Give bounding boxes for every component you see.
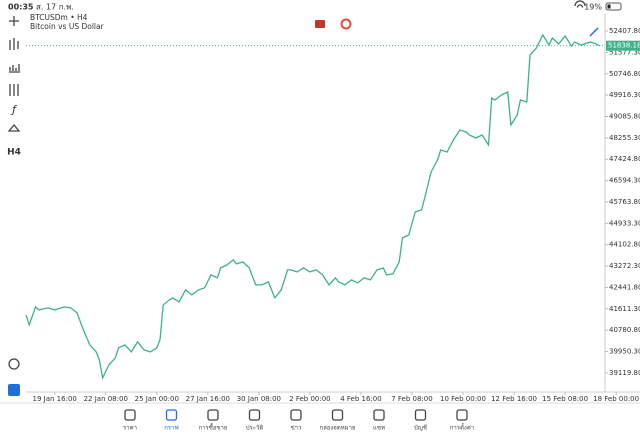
app-icon[interactable] (8, 384, 20, 396)
tab-label[interactable]: ราคา (123, 425, 137, 432)
x-tick-label: 7 Feb 08:00 (391, 395, 432, 403)
y-tick-label: 39119.80 (609, 369, 640, 377)
x-tick-label: 4 Feb 16:00 (340, 395, 381, 403)
x-tick-label: 15 Feb 08:00 (542, 395, 588, 403)
y-tick-label: 43272.30 (609, 262, 640, 270)
y-tick-label: 46594.30 (609, 177, 640, 185)
y-tick-label: 49916.30 (609, 91, 640, 99)
current-price-label: 51838.18 (608, 42, 640, 50)
tab-icon[interactable] (414, 409, 427, 421)
x-tick-label: 22 Jan 08:00 (84, 395, 128, 403)
tab-label[interactable]: กราฟ (164, 425, 178, 432)
tab-icon[interactable] (290, 409, 302, 421)
x-tick-label: 12 Feb 16:00 (491, 395, 537, 403)
tab-label[interactable]: กล่องจดหมาย (319, 425, 355, 432)
x-tick-label: 18 Feb 00:00 (593, 395, 639, 403)
y-tick-label: 49085.80 (609, 113, 640, 121)
tab-icon[interactable] (331, 409, 344, 421)
status-battery: 19% (584, 3, 602, 12)
crosshair-tool[interactable] (9, 16, 19, 26)
y-tick-label: 44102.80 (609, 241, 640, 249)
x-tick-label: 10 Feb 00:00 (440, 395, 486, 403)
current-price-box (606, 40, 640, 51)
y-tick-label: 41611.30 (609, 305, 640, 313)
x-tick-label: 27 Jan 16:00 (186, 395, 230, 403)
tab-label[interactable]: การตั้งค่า (450, 422, 474, 432)
y-tick-label: 51577.30 (609, 48, 640, 56)
status-date: ส. 17 ก.พ. (36, 3, 74, 12)
x-tick-label: 25 Jan 00:00 (135, 395, 179, 403)
battery-icon (605, 2, 622, 11)
objects-tool[interactable] (7, 123, 21, 132)
indicators-tool[interactable] (9, 64, 20, 73)
toolbar[interactable]: ƒ H4 (7, 16, 21, 396)
tab-icon[interactable] (373, 409, 385, 421)
y-tick-label: 47424.80 (609, 155, 640, 163)
price-line (25, 33, 601, 380)
wifi-icon (574, 0, 586, 8)
x-tick-label: 19 Jan 16:00 (33, 395, 77, 403)
y-tick-label: 48255.30 (609, 134, 640, 142)
function-tool[interactable]: ƒ (10, 103, 18, 116)
tab-icon[interactable] (207, 409, 219, 421)
y-tick-label: 44933.30 (609, 219, 640, 227)
tab-icon[interactable] (124, 409, 136, 421)
y-tick-label: 39950.30 (609, 348, 640, 356)
tab-label[interactable]: การซื้อขาย (199, 422, 228, 432)
y-tick-label: 42441.80 (609, 283, 640, 291)
x-tick-label: 2 Feb 00:00 (289, 395, 330, 403)
buy-button[interactable] (340, 18, 352, 30)
tab-icon[interactable] (248, 409, 261, 421)
chart-type-tool[interactable] (9, 38, 19, 50)
y-tick-label: 50746.80 (609, 70, 640, 78)
zoom-tool[interactable] (8, 358, 20, 370)
timeframe-button[interactable]: H4 (7, 148, 21, 158)
tab-label[interactable]: ประวัติ (246, 425, 264, 432)
symbol-label: BTCUSDm • H4 (30, 13, 88, 22)
symbol-description: Bitcoin vs US Dollar (30, 22, 105, 31)
tab-label[interactable]: ข่าว (291, 425, 302, 432)
tab-icon[interactable] (165, 409, 178, 421)
draw-tool[interactable] (589, 27, 599, 37)
tab-label[interactable]: แชท (373, 425, 385, 432)
y-tick-label: 45763.80 (609, 198, 640, 206)
battery-level (607, 4, 611, 9)
tab-icon[interactable] (456, 409, 468, 421)
tab-label[interactable]: บัญชี (414, 424, 427, 432)
settings-tool[interactable] (9, 84, 19, 96)
y-tick-label: 40780.80 (609, 326, 640, 334)
y-tick-label: 52407.80 (609, 27, 640, 35)
status-time: 00:35 (8, 3, 34, 12)
x-tick-label: 30 Jan 08:00 (237, 395, 281, 403)
sell-button[interactable] (315, 20, 325, 28)
